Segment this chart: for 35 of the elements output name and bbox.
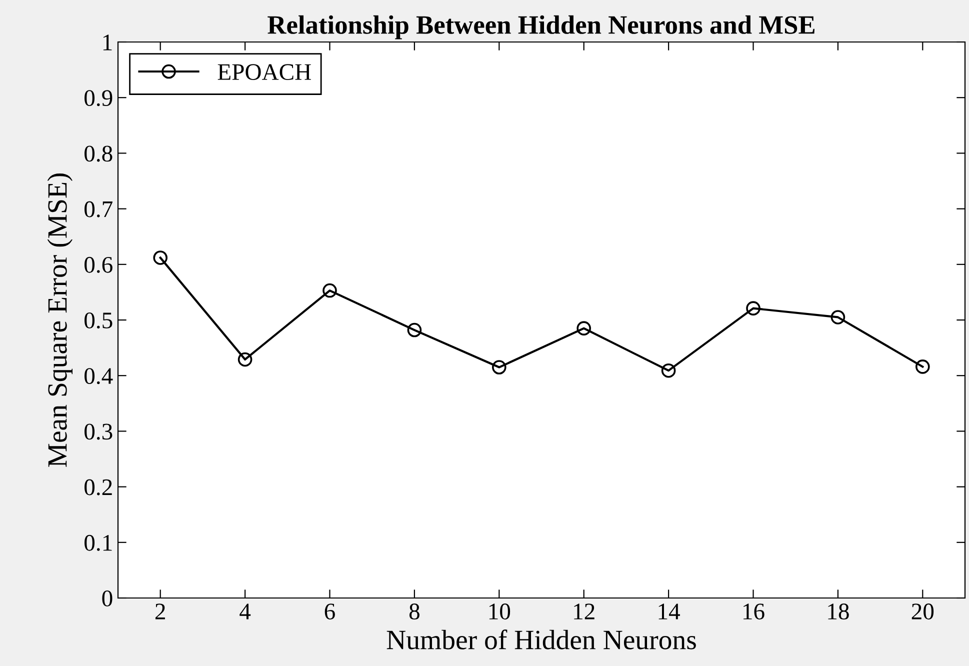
y-tick-label: 0.1 — [84, 534, 112, 551]
legend-label: EPOACH — [218, 64, 311, 80]
point — [407, 322, 422, 338]
point — [830, 310, 846, 324]
x-tick-label: 2 — [155, 604, 165, 620]
x-tick-label: 20 — [912, 604, 934, 620]
point — [915, 360, 930, 374]
x-tick-label: 18 — [828, 604, 849, 620]
x-tick-label: 10 — [489, 604, 510, 620]
x-axis-title: Number of Hidden Neurons — [386, 630, 696, 650]
point — [492, 360, 506, 374]
point — [238, 352, 252, 367]
x-tick-label: 16 — [744, 604, 764, 620]
x-tick-label: 8 — [409, 604, 420, 620]
y-tick-label: 0.3 — [84, 424, 112, 440]
y-tick-label: 0.6 — [84, 256, 112, 273]
chart-title: Relationship Between Hidden Neurons and MSE — [268, 15, 814, 40]
x-tick-label: 12 — [574, 604, 594, 620]
point — [661, 363, 676, 378]
point — [746, 301, 760, 316]
x-tick-label: 6 — [324, 604, 335, 620]
point — [153, 250, 168, 265]
point — [322, 283, 337, 298]
y-tick-label: 0.2 — [84, 479, 112, 496]
y-tick-label: 1 — [103, 34, 112, 50]
y-tick-label: 0.5 — [84, 312, 112, 329]
y-tick-label: 0.7 — [84, 201, 112, 218]
y-tick-label: 0 — [102, 590, 112, 606]
x-tick-label: 4 — [240, 604, 251, 620]
y-axis-title: Mean Square Error (MSE) — [47, 174, 73, 467]
y-tick-label: 0.4 — [84, 368, 113, 384]
y-tick-label: 0.9 — [84, 90, 112, 106]
point — [576, 321, 592, 336]
y-tick-label: 0.8 — [84, 146, 112, 162]
x-tick-label: 14 — [658, 604, 680, 620]
